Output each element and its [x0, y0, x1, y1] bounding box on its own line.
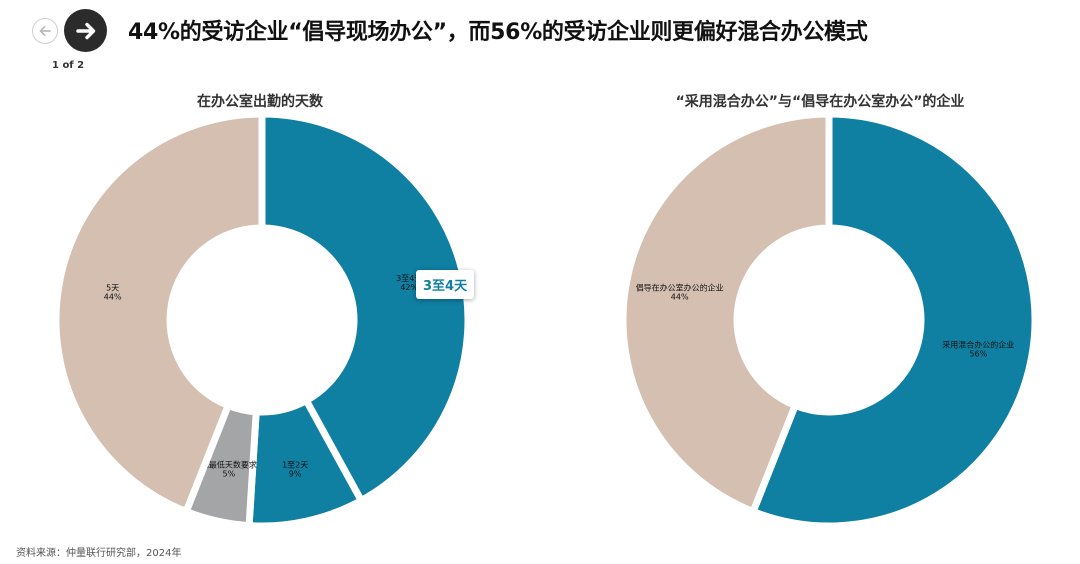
prev-slide-button[interactable] [32, 18, 58, 44]
chart-1-slice-1-label: 3至4天 [396, 274, 422, 283]
chart-2-slice-1-value: 56% [969, 349, 987, 358]
slide-counter: 1 of 2 [52, 60, 85, 71]
chart-tooltip: 3至4天 [416, 270, 475, 299]
chart-1-slice-3-label: 无最低天数要求 [201, 459, 257, 469]
chart-2-slice-2[interactable] [619, 110, 833, 516]
chart-1-slice-1-value: 42% [400, 283, 418, 292]
page-title: 44%的受访企业“倡导现场办公”，而56%的受访企业则更偏好混合办公模式 [128, 20, 868, 45]
arrow-left-icon [39, 26, 51, 36]
chart-2-title: “采用混合办公”与“倡导在办公室办公”的企业 [675, 94, 965, 110]
arrow-right-icon [75, 22, 95, 39]
chart-1-slice-2-label: 1至2天 [282, 460, 308, 469]
chart-1-title: 在办公室出勤的天数 [197, 94, 323, 110]
source-note: 资料来源：仲量联行研究部，2024年 [16, 548, 182, 559]
next-slide-button[interactable] [64, 9, 107, 52]
chart-1-slice-4-label: 5天 [106, 284, 119, 293]
chart-2-slice-1-label: 采用混合办公的企业 [942, 339, 1014, 349]
chart-1-slice-2-value: 9% [289, 469, 302, 478]
chart-1-slice-4-value: 44% [104, 293, 122, 302]
chart-1-slice-4[interactable] [52, 110, 266, 516]
chart-1-slice-3-value: 5% [222, 469, 235, 478]
chart-2-slice-2-value: 44% [671, 293, 689, 302]
chart-1-slice-1[interactable] [258, 110, 472, 505]
chart-2-slice-2-label: 倡导在办公室办公的企业 [636, 283, 724, 293]
chart-2-slice-1[interactable] [749, 110, 1039, 530]
